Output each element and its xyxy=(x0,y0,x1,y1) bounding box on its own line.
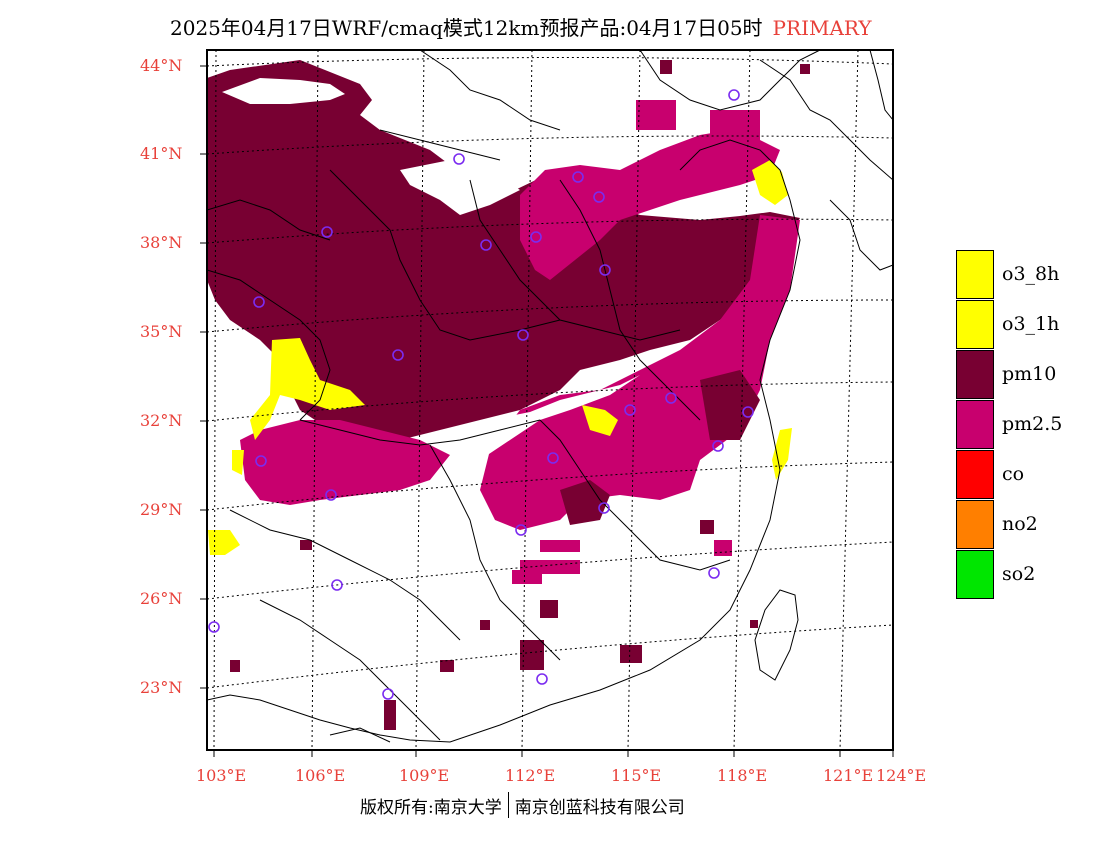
legend-label: pm2.5 xyxy=(1002,413,1063,435)
legend-label: pm10 xyxy=(1002,363,1057,385)
map-title: 2025年04月17日WRF/cmaq模式12km预报产品:04月17日05时 P… xyxy=(170,12,872,41)
legend-swatch xyxy=(956,499,994,549)
lat-label: 38°N xyxy=(140,233,183,252)
copyright-footer: 版权所有:南京大学 南京创蓝科技有限公司 xyxy=(360,792,685,818)
pm25-region-southwest xyxy=(240,420,450,505)
legend-label: co xyxy=(1002,463,1025,485)
o3-patch-northeast xyxy=(752,160,788,205)
legend: o3_8h o3_1h pm10 pm2.5 co no2 so2 xyxy=(956,249,1062,599)
legend-swatch xyxy=(956,249,994,299)
o3-patch-southeast xyxy=(772,428,792,480)
legend-swatch xyxy=(956,299,994,349)
clear-area-northcentral xyxy=(400,160,520,215)
lat-label: 23°N xyxy=(140,678,183,697)
boundaries xyxy=(207,50,893,743)
pm10-region-north xyxy=(207,60,800,440)
legend-item: pm10 xyxy=(956,349,1062,399)
legend-swatch xyxy=(956,349,994,399)
lat-label: 32°N xyxy=(140,411,183,430)
lon-label: 109°E xyxy=(399,766,450,785)
lat-label: 44°N xyxy=(140,56,183,75)
legend-label: no2 xyxy=(1002,513,1038,535)
legend-item: o3_8h xyxy=(956,249,1062,299)
lon-label: 112°E xyxy=(505,766,556,785)
scattered-pm-cells xyxy=(230,60,810,730)
lat-label: 35°N xyxy=(140,322,183,341)
tick-marks xyxy=(200,65,894,757)
title-text: 2025年04月17日WRF/cmaq模式12km预报产品:04月17日05时 xyxy=(170,16,763,40)
lon-label: 124°E xyxy=(876,766,927,785)
clear-area-north xyxy=(222,78,345,104)
legend-item: no2 xyxy=(956,499,1062,549)
o3-patch-central xyxy=(582,405,618,436)
legend-swatch xyxy=(956,449,994,499)
legend-label: o3_8h xyxy=(1002,263,1060,285)
pm25-region-east xyxy=(480,215,800,530)
lat-label: 26°N xyxy=(140,589,183,608)
lon-label: 106°E xyxy=(295,766,346,785)
copyright-left: 版权所有:南京大学 xyxy=(360,797,502,818)
map-frame xyxy=(206,49,894,751)
legend-item: so2 xyxy=(956,549,1062,599)
footer-divider xyxy=(507,792,509,818)
o3-patch-west2 xyxy=(232,450,244,475)
lon-label: 103°E xyxy=(196,766,247,785)
pm25-region-north xyxy=(520,130,780,280)
legend-item: o3_1h xyxy=(956,299,1062,349)
legend-item: pm2.5 xyxy=(956,399,1062,449)
lon-label: 118°E xyxy=(717,766,768,785)
o3-patch-west xyxy=(250,338,365,440)
legend-swatch xyxy=(956,399,994,449)
scattered-pm25-cells xyxy=(512,100,760,584)
graticule xyxy=(207,50,893,750)
copyright-right: 南京创蓝科技有限公司 xyxy=(514,797,685,818)
lon-label: 115°E xyxy=(611,766,662,785)
o3-patch-southwest xyxy=(208,530,240,555)
legend-swatch xyxy=(956,549,994,599)
lon-label: 121°E xyxy=(823,766,874,785)
legend-label: so2 xyxy=(1002,563,1036,585)
clear-area-central xyxy=(470,375,640,460)
station-markers xyxy=(208,89,754,700)
title-tag: PRIMARY xyxy=(772,16,872,40)
legend-label: o3_1h xyxy=(1002,313,1060,335)
lat-label: 41°N xyxy=(140,144,183,163)
pm10-region-northwest xyxy=(207,140,330,230)
lat-label: 29°N xyxy=(140,500,183,519)
pm10-patch-east xyxy=(700,370,760,440)
legend-item: co xyxy=(956,449,1062,499)
pm10-patch-central xyxy=(560,480,610,525)
